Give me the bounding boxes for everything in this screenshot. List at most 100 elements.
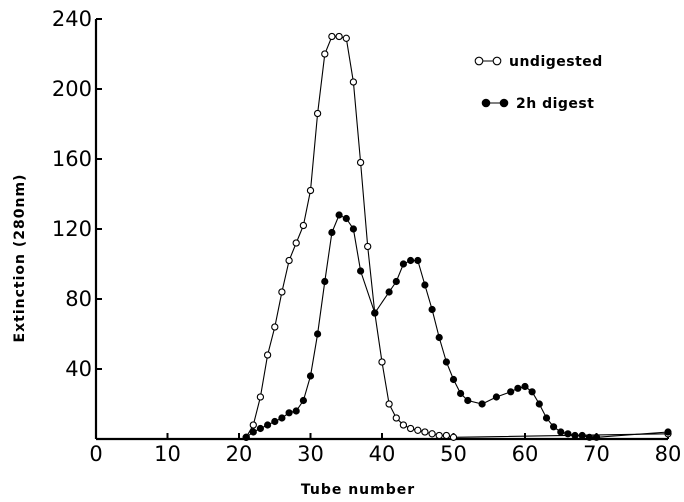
series-undigested (242, 32, 672, 441)
data-point-undigested (271, 323, 279, 331)
data-point-undigested (421, 428, 429, 436)
legend-label-2h-digest: 2h digest (516, 96, 594, 112)
data-point-2h-digest (449, 375, 458, 384)
data-point-2h-digest (592, 433, 601, 441)
data-point-undigested (328, 32, 336, 41)
data-point-undigested (249, 421, 257, 429)
data-point-2h-digest (557, 428, 565, 436)
legend: undigested 2h digest (474, 54, 603, 112)
data-point-2h-digest (321, 277, 329, 286)
series-layer (242, 32, 672, 441)
data-point-2h-digest (464, 396, 472, 405)
data-point-undigested (278, 288, 286, 296)
data-point-2h-digest (335, 211, 343, 219)
data-point-2h-digest (492, 393, 500, 401)
y-tick-label: 80 (65, 287, 92, 311)
data-point-2h-digest (528, 388, 536, 396)
x-ticks: 0 10 20 30 40 50 60 70 80 (89, 433, 681, 466)
data-point-2h-digest (507, 388, 515, 396)
data-point-undigested (335, 32, 343, 41)
data-point-2h-digest (457, 389, 465, 398)
data-point-2h-digest (421, 281, 429, 289)
data-point-undigested (256, 393, 265, 401)
data-point-2h-digest (564, 430, 572, 438)
legend-item-undigested: undigested (474, 54, 603, 70)
data-point-2h-digest (435, 333, 443, 342)
data-point-2h-digest (578, 431, 586, 440)
data-point-2h-digest (292, 407, 300, 415)
series-line-2h-digest (245, 214, 669, 438)
data-point-undigested (435, 431, 443, 440)
data-point-2h-digest (478, 400, 486, 408)
data-point-undigested (299, 221, 308, 230)
data-point-undigested (342, 34, 350, 42)
data-point-undigested (263, 351, 272, 359)
data-point-2h-digest (285, 409, 293, 417)
x-tick-label: 40 (369, 442, 396, 466)
data-point-2h-digest (306, 372, 315, 380)
data-point-2h-digest (328, 228, 336, 237)
y-ticks: 40 80 120 160 200 240 (52, 7, 102, 381)
x-tick-label: 80 (655, 442, 682, 466)
data-point-2h-digest (414, 256, 422, 265)
series-2h-digest (242, 211, 672, 441)
x-tick-label: 50 (440, 442, 467, 466)
data-point-2h-digest (535, 400, 543, 408)
data-point-2h-digest (278, 414, 286, 422)
data-point-2h-digest (428, 305, 436, 314)
y-tick-label: 160 (52, 147, 92, 171)
data-point-undigested (349, 78, 358, 86)
y-tick-label: 240 (52, 7, 92, 31)
data-point-2h-digest (249, 428, 257, 436)
legend-marker-undigested (492, 56, 502, 66)
data-point-undigested (414, 426, 422, 434)
data-point-undigested (313, 109, 322, 118)
y-tick-label: 120 (52, 217, 92, 241)
data-point-2h-digest (521, 382, 529, 391)
data-point-undigested (306, 186, 315, 195)
legend-label-undigested: undigested (509, 54, 603, 70)
data-point-undigested (385, 400, 393, 408)
data-point-undigested (449, 433, 458, 441)
data-point-2h-digest (585, 433, 594, 441)
axes (94, 19, 668, 441)
data-point-undigested (378, 358, 386, 366)
data-point-undigested (321, 50, 329, 58)
x-tick-label: 10 (154, 442, 181, 466)
data-point-undigested (399, 421, 408, 429)
x-tick-label: 30 (297, 442, 324, 466)
data-point-2h-digest (385, 288, 393, 296)
y-tick-label: 40 (65, 357, 92, 381)
y-axis-title: Extinction (280nm) (12, 174, 28, 343)
data-point-undigested (442, 431, 451, 440)
data-point-2h-digest (264, 421, 272, 429)
data-point-2h-digest (299, 396, 307, 405)
data-point-2h-digest (342, 214, 350, 223)
legend-item-2h-digest: 2h digest (481, 96, 594, 112)
data-point-undigested (406, 424, 415, 433)
data-point-2h-digest (399, 260, 407, 268)
data-point-2h-digest (349, 225, 357, 233)
data-point-2h-digest (542, 414, 551, 422)
data-point-2h-digest (392, 277, 400, 286)
data-point-undigested (428, 430, 436, 438)
x-tick-label: 60 (512, 442, 539, 466)
data-point-2h-digest (571, 431, 579, 440)
data-point-undigested (364, 242, 372, 251)
data-point-2h-digest (256, 424, 264, 433)
x-tick-label: 20 (226, 442, 253, 466)
data-point-2h-digest (664, 428, 672, 436)
data-point-2h-digest (314, 330, 322, 338)
legend-marker-undigested (474, 56, 484, 66)
data-point-undigested (392, 414, 400, 422)
data-point-2h-digest (550, 423, 558, 431)
legend-marker-2h-digest (481, 98, 491, 108)
data-point-2h-digest (371, 309, 379, 317)
data-point-2h-digest (242, 433, 250, 441)
x-axis-title: Tube number (301, 482, 415, 498)
data-point-2h-digest (514, 384, 522, 392)
y-tick-label: 200 (52, 77, 92, 101)
data-point-2h-digest (407, 256, 415, 265)
data-point-undigested (285, 256, 293, 265)
